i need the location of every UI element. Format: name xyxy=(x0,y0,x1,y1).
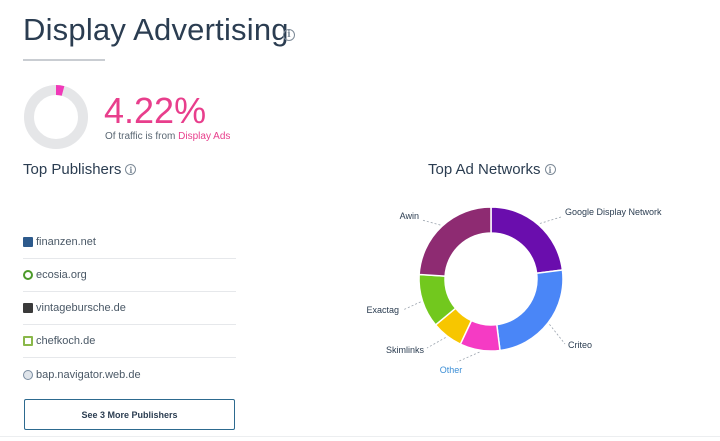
web-de-favicon-icon xyxy=(23,369,33,380)
slice-criteo[interactable] xyxy=(495,269,564,352)
label-other[interactable]: Other xyxy=(440,365,463,375)
traffic-note: Of traffic is from Display Ads xyxy=(105,131,230,142)
finanzen-favicon-icon xyxy=(23,237,33,247)
publisher-label[interactable]: chefkoch.de xyxy=(36,335,96,347)
leader-line-exactag xyxy=(402,301,421,311)
leader-line-other xyxy=(456,351,480,363)
chefkoch-favicon-icon xyxy=(23,336,33,346)
info-icon[interactable]: i xyxy=(544,164,556,175)
label-exactag: Exactag xyxy=(366,305,399,315)
traffic-note-text: Of traffic is from xyxy=(105,131,179,142)
label-skimlinks: Skimlinks xyxy=(386,345,425,355)
top-publishers-label: Top Publishers xyxy=(23,161,122,178)
list-item[interactable]: chefkoch.de xyxy=(23,325,236,358)
leader-line-google-display-network xyxy=(539,216,562,224)
list-item[interactable]: ecosia.org xyxy=(23,259,236,292)
top-ad-networks-label: Top Ad Networks xyxy=(428,161,541,178)
leader-line-criteo xyxy=(549,324,566,345)
leader-line-awin xyxy=(421,219,441,226)
gauge-track xyxy=(24,85,88,149)
traffic-percent: 4.22% xyxy=(104,90,207,131)
list-item[interactable]: bap.navigator.web.de xyxy=(23,358,236,391)
title-underline xyxy=(23,59,105,61)
list-item[interactable]: vintagebursche.de xyxy=(23,292,236,325)
slice-google-display-network[interactable] xyxy=(490,206,564,275)
label-awin: Awin xyxy=(400,211,419,221)
slice-awin[interactable] xyxy=(418,206,492,277)
publisher-label[interactable]: bap.navigator.web.de xyxy=(36,368,141,381)
list-item[interactable]: finanzen.net xyxy=(23,226,236,259)
info-icon[interactable]: i xyxy=(283,29,295,41)
display-ads-link[interactable]: Display Ads xyxy=(178,131,231,142)
info-icon[interactable]: i xyxy=(125,164,137,175)
see-more-publishers-button[interactable]: See 3 More Publishers xyxy=(24,399,235,430)
publisher-label[interactable]: vintagebursche.de xyxy=(36,302,126,314)
publisher-label[interactable]: ecosia.org xyxy=(36,269,87,281)
publisher-label[interactable]: finanzen.net xyxy=(36,236,96,248)
leader-line-skimlinks xyxy=(426,337,446,349)
ad-networks-donut-chart: Google Display Network Criteo Other Skimlin… xyxy=(366,206,662,375)
page-title: Display Advertising xyxy=(23,12,289,47)
label-google-display-network: Google Display Network xyxy=(565,207,662,217)
gauge-fill xyxy=(24,85,88,149)
publisher-list: finanzen.net ecosia.org vintagebursche.d… xyxy=(23,226,236,391)
top-publishers-title: Top Publishers i xyxy=(23,161,137,178)
label-criteo: Criteo xyxy=(568,340,592,350)
traffic-share-gauge xyxy=(24,85,88,149)
divider xyxy=(0,436,720,437)
vintagebursche-favicon-icon xyxy=(23,303,33,313)
ecosia-favicon-icon xyxy=(23,270,33,280)
top-ad-networks-title: Top Ad Networks i xyxy=(428,161,556,178)
